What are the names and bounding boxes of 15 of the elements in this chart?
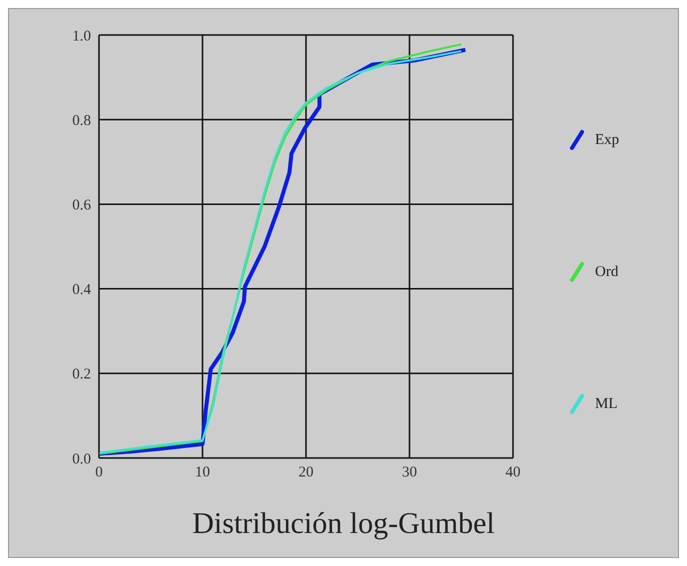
x-tick-label: 20 [298,464,314,481]
legend-label: Ord [595,264,618,280]
y-tick-label: 0.4 [72,282,92,298]
text: Distribución log-Gumbel [191,507,496,541]
legend-label: ML [595,396,618,412]
x-tick-label: 10 [195,464,210,481]
y-tick-label: 1.0 [72,28,91,44]
legend-label: Exp [595,132,620,148]
y-tick-label: 0.0 [72,451,91,468]
x-tick-label: 0 [95,464,103,481]
y-tick-label: 0.6 [72,198,92,214]
x-tick-label: 40 [506,464,520,481]
y-tick-label: 0.8 [72,112,91,129]
y-tick-label: 0.2 [72,366,91,383]
x-tick-label: 30 [402,464,417,481]
